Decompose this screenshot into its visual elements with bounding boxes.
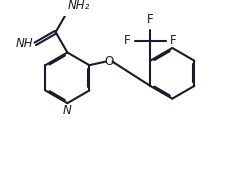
Text: N: N: [63, 104, 72, 117]
Text: F: F: [124, 34, 131, 47]
Text: NH: NH: [16, 37, 33, 50]
Text: F: F: [147, 13, 154, 26]
Text: F: F: [170, 34, 177, 47]
Text: NH₂: NH₂: [67, 0, 90, 12]
Text: O: O: [104, 55, 114, 68]
